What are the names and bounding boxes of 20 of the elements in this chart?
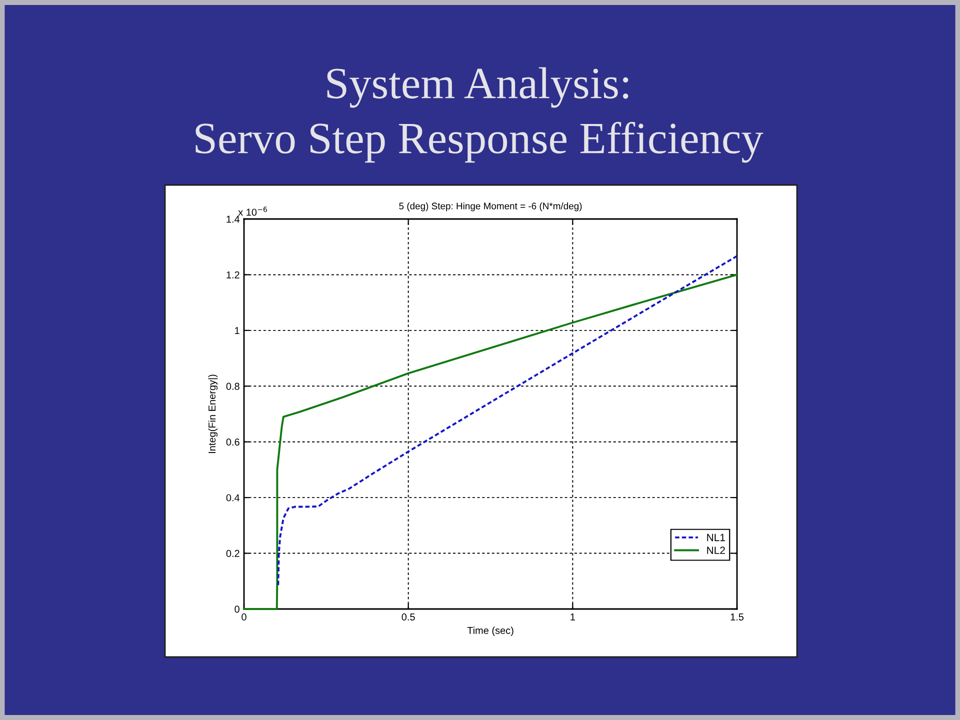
y-tick-label: 0.4 (226, 494, 240, 502)
y-tick-label: 0 (234, 606, 240, 613)
x-axis-title: Time (sec) (467, 626, 514, 636)
chart-title: System Analysis: Servo Step Response Efficiency (196, 67, 764, 163)
y-tick-label: 1.2 (226, 271, 240, 278)
x-tick-label: 1.5 (730, 614, 744, 621)
y-tick-label: 0.2 (226, 550, 240, 558)
legend-label: NL2 (707, 546, 725, 554)
x-tick-label: 0.5 (402, 613, 415, 621)
y-axis-title: Integ(Fin Energy|) (208, 374, 218, 453)
line-series (277, 255, 738, 586)
y-tick-label: 0.8 (226, 382, 240, 390)
chart-subtitle: 5 (deg) Step: Hinge Moment = -6 (N*m/deg) (399, 202, 582, 212)
legend-label: NL1 (707, 534, 725, 542)
y-tick-label: 1 (235, 327, 240, 334)
text: x 10$^{−6}$ (238, 206, 267, 216)
x-tick-label: 1 (570, 614, 575, 620)
x-tick-label: 0 (242, 613, 246, 621)
y-tick-label: 1.4 (226, 216, 240, 223)
y-tick-label: 0.6 (226, 438, 240, 446)
